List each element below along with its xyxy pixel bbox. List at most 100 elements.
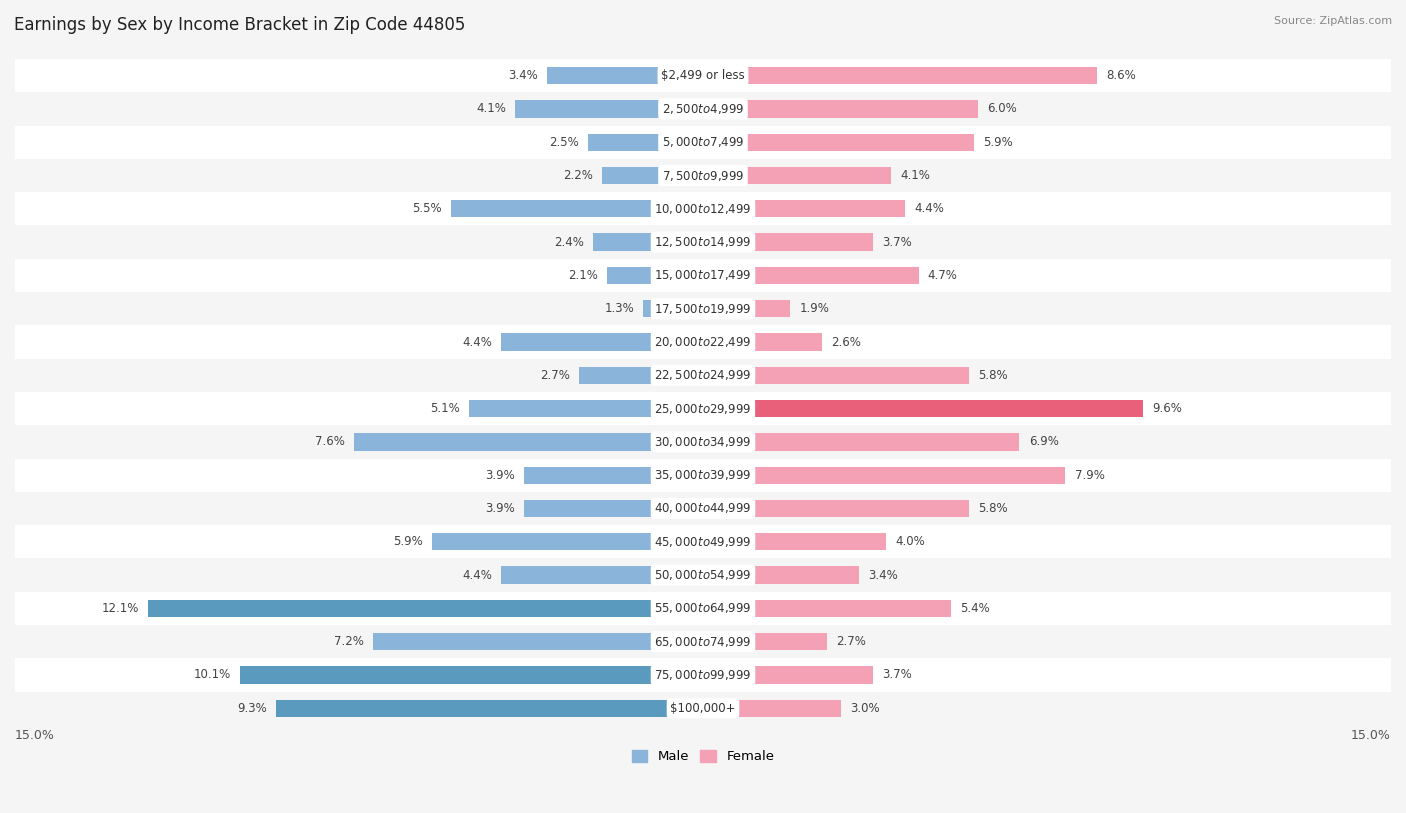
Text: $22,500 to $24,999: $22,500 to $24,999 (654, 368, 752, 382)
Bar (451, 200, 703, 217)
Text: $15,000 to $17,499: $15,000 to $17,499 (654, 268, 752, 282)
Text: 2.2%: 2.2% (562, 169, 593, 182)
Text: 15.0%: 15.0% (15, 729, 55, 742)
Text: 4.1%: 4.1% (475, 102, 506, 115)
Bar (15, 525, 1391, 559)
Text: $5,000 to $7,499: $5,000 to $7,499 (662, 135, 744, 150)
Bar (703, 667, 873, 684)
Text: 3.7%: 3.7% (882, 668, 911, 681)
Bar (240, 667, 703, 684)
Bar (15, 659, 1391, 692)
Text: 4.4%: 4.4% (914, 202, 943, 215)
Bar (15, 159, 1391, 192)
Bar (433, 533, 703, 550)
Bar (703, 367, 969, 384)
Bar (470, 400, 703, 417)
Bar (703, 100, 979, 118)
Text: $50,000 to $54,999: $50,000 to $54,999 (654, 568, 752, 582)
Text: 7.6%: 7.6% (315, 436, 346, 449)
Bar (703, 700, 841, 717)
Text: 2.1%: 2.1% (568, 269, 598, 282)
Text: 2.7%: 2.7% (837, 635, 866, 648)
Text: 5.8%: 5.8% (979, 369, 1008, 382)
Text: $55,000 to $64,999: $55,000 to $64,999 (654, 602, 752, 615)
Bar (15, 625, 1391, 659)
Text: $30,000 to $34,999: $30,000 to $34,999 (654, 435, 752, 449)
Bar (703, 267, 918, 284)
Text: 2.6%: 2.6% (831, 336, 862, 349)
Bar (703, 567, 859, 584)
Bar (148, 600, 703, 617)
Text: 5.8%: 5.8% (979, 502, 1008, 515)
Bar (15, 425, 1391, 459)
Bar (547, 67, 703, 85)
Text: 12.1%: 12.1% (101, 602, 139, 615)
Text: 3.9%: 3.9% (485, 502, 515, 515)
Text: $65,000 to $74,999: $65,000 to $74,999 (654, 635, 752, 649)
Text: 1.3%: 1.3% (605, 302, 634, 315)
Text: 4.1%: 4.1% (900, 169, 931, 182)
Bar (703, 133, 973, 151)
Bar (703, 300, 790, 317)
Bar (15, 592, 1391, 625)
Text: 5.4%: 5.4% (960, 602, 990, 615)
Text: 3.0%: 3.0% (849, 702, 879, 715)
Text: $25,000 to $29,999: $25,000 to $29,999 (654, 402, 752, 415)
Text: 4.7%: 4.7% (928, 269, 957, 282)
Bar (588, 133, 703, 151)
Text: 3.4%: 3.4% (868, 568, 898, 581)
Bar (703, 400, 1143, 417)
Bar (15, 392, 1391, 425)
Text: $40,000 to $44,999: $40,000 to $44,999 (654, 502, 752, 515)
Bar (15, 192, 1391, 225)
Text: 4.0%: 4.0% (896, 535, 925, 548)
Text: Earnings by Sex by Income Bracket in Zip Code 44805: Earnings by Sex by Income Bracket in Zip… (14, 16, 465, 34)
Bar (524, 500, 703, 517)
Text: 6.0%: 6.0% (987, 102, 1017, 115)
Bar (15, 325, 1391, 359)
Bar (501, 333, 703, 350)
Text: 8.6%: 8.6% (1107, 69, 1136, 82)
Bar (579, 367, 703, 384)
Bar (644, 300, 703, 317)
Bar (15, 225, 1391, 259)
Text: 15.0%: 15.0% (1351, 729, 1391, 742)
Bar (15, 492, 1391, 525)
Bar (703, 233, 873, 250)
Text: 9.6%: 9.6% (1153, 402, 1182, 415)
Bar (703, 633, 827, 650)
Text: 4.4%: 4.4% (463, 568, 492, 581)
Bar (703, 67, 1098, 85)
Text: $75,000 to $99,999: $75,000 to $99,999 (654, 668, 752, 682)
Bar (703, 433, 1019, 450)
Text: 5.9%: 5.9% (983, 136, 1012, 149)
Bar (15, 59, 1391, 93)
Bar (501, 567, 703, 584)
Text: $45,000 to $49,999: $45,000 to $49,999 (654, 535, 752, 549)
Text: $7,500 to $9,999: $7,500 to $9,999 (662, 168, 744, 183)
Text: $35,000 to $39,999: $35,000 to $39,999 (654, 468, 752, 482)
Text: 7.9%: 7.9% (1074, 469, 1104, 481)
Text: Source: ZipAtlas.com: Source: ZipAtlas.com (1274, 16, 1392, 26)
Bar (373, 633, 703, 650)
Text: 2.7%: 2.7% (540, 369, 569, 382)
Bar (15, 125, 1391, 159)
Text: 2.4%: 2.4% (554, 236, 583, 249)
Text: $10,000 to $12,499: $10,000 to $12,499 (654, 202, 752, 215)
Text: 2.5%: 2.5% (550, 136, 579, 149)
Bar (703, 467, 1066, 484)
Text: 5.1%: 5.1% (430, 402, 460, 415)
Text: 3.7%: 3.7% (882, 236, 911, 249)
Bar (515, 100, 703, 118)
Text: 1.9%: 1.9% (800, 302, 830, 315)
Bar (703, 500, 969, 517)
Bar (593, 233, 703, 250)
Text: 5.9%: 5.9% (394, 535, 423, 548)
Bar (703, 200, 905, 217)
Text: $12,500 to $14,999: $12,500 to $14,999 (654, 235, 752, 249)
Bar (15, 459, 1391, 492)
Bar (277, 700, 703, 717)
Bar (15, 359, 1391, 392)
Text: $100,000+: $100,000+ (671, 702, 735, 715)
Text: 4.4%: 4.4% (463, 336, 492, 349)
